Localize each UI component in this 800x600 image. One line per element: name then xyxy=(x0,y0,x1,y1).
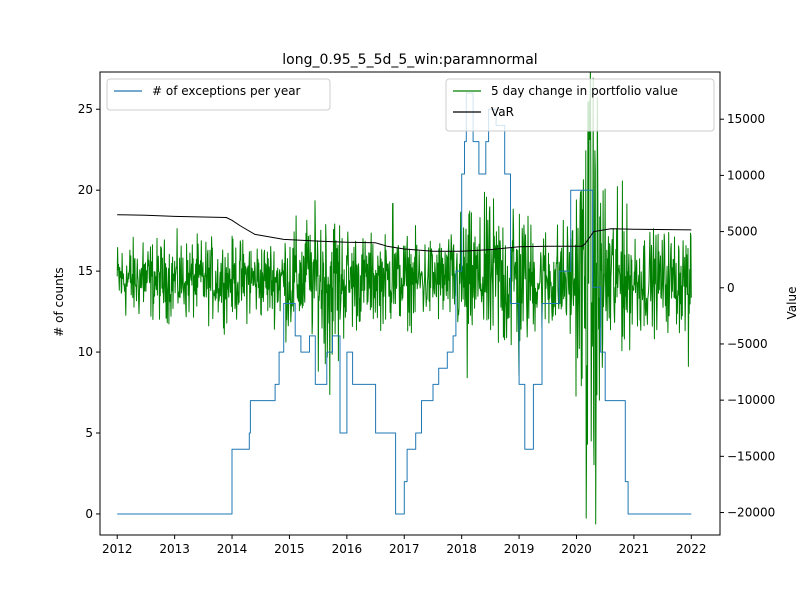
legend-left: # of exceptions per year xyxy=(106,78,331,111)
var-series-line xyxy=(117,214,692,252)
legend-box xyxy=(106,78,331,111)
y-right-tick-label: 15000 xyxy=(727,112,765,126)
chart-title: long_0.95_5_5d_5_win:paramnormal xyxy=(282,52,537,68)
x-tick-label: 2013 xyxy=(159,542,190,556)
legend-entry-label: VaR xyxy=(491,105,514,119)
x-tick-label: 2019 xyxy=(504,542,535,556)
y-left-tick-label: 5 xyxy=(85,426,93,440)
x-tick-label: 2015 xyxy=(274,542,305,556)
x-tick-label: 2020 xyxy=(561,542,592,556)
legend-entry-label: # of exceptions per year xyxy=(152,84,301,98)
y-right-tick-label: 0 xyxy=(727,281,735,295)
y-right-tick-label: −10000 xyxy=(727,393,775,407)
y-left-tick-label: 15 xyxy=(78,264,93,278)
y-left-tick-label: 25 xyxy=(78,102,93,116)
exceptions-series-line xyxy=(117,92,692,515)
portfolio-change-series-line xyxy=(116,72,692,525)
y-left-tick-label: 0 xyxy=(85,507,93,521)
x-tick-label: 2018 xyxy=(446,542,477,556)
y-axis-right-label: Value xyxy=(785,287,799,320)
y-right-tick-label: −15000 xyxy=(727,449,775,463)
legend-box xyxy=(445,78,715,132)
x-tick-label: 2012 xyxy=(102,542,133,556)
legend-right: 5 day change in portfolio value VaR xyxy=(445,78,715,132)
x-tick-label: 2014 xyxy=(217,542,248,556)
x-tick-label: 2016 xyxy=(332,542,363,556)
x-tick-label: 2022 xyxy=(676,542,707,556)
axes: 2012 2013 2014 2015 2016 2017 2018 2019 2020 2021… xyxy=(78,71,775,556)
legend-entry-label: 5 day change in portfolio value xyxy=(491,84,678,98)
y-right-tick-label: −5000 xyxy=(727,337,768,351)
plot-frame xyxy=(99,71,721,536)
y-right-tick-label: −20000 xyxy=(727,506,775,520)
x-tick-label: 2017 xyxy=(389,542,420,556)
y-right-tick-label: 10000 xyxy=(727,168,765,182)
plot-area xyxy=(116,72,692,525)
y-left-tick-label: 10 xyxy=(78,345,93,359)
x-tick-label: 2021 xyxy=(619,542,650,556)
y-axis-left-label: # of counts xyxy=(52,267,66,336)
y-left-tick-label: 20 xyxy=(78,183,93,197)
y-right-tick-label: 5000 xyxy=(727,225,758,239)
legends: # of exceptions per year 5 day change in … xyxy=(106,78,715,132)
